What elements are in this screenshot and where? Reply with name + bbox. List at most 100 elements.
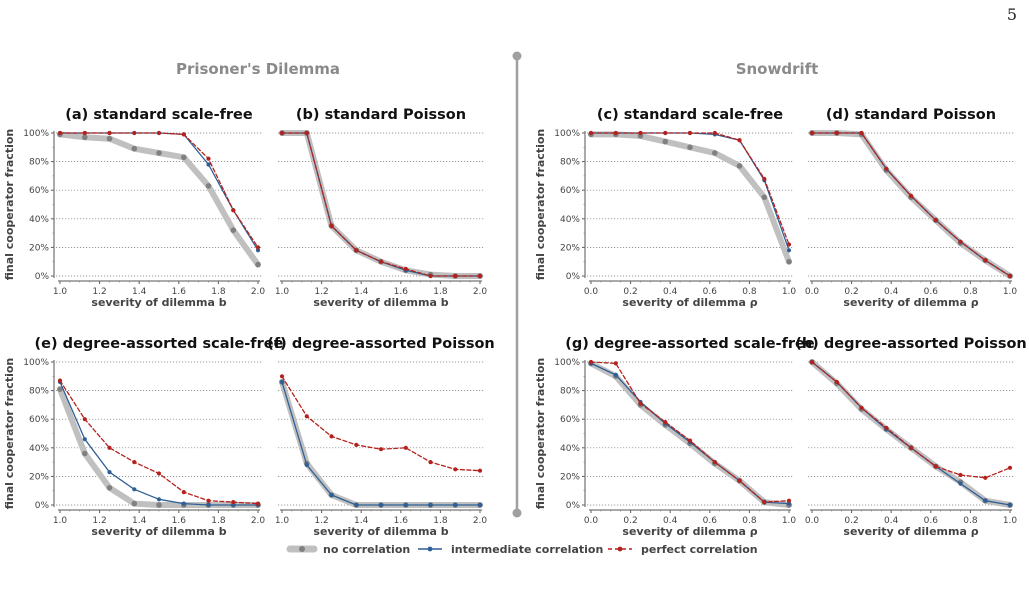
- data-point-perfect: [613, 130, 618, 136]
- x-tick-label: 1.8: [211, 516, 226, 526]
- x-tick-label: 2.0: [251, 516, 266, 526]
- series-line-none: [809, 359, 1013, 508]
- series-perfect: [57, 130, 261, 250]
- x-tick-label: 0.6: [703, 516, 718, 526]
- x-tick-label: 0.0: [584, 287, 599, 297]
- data-point-intermediate: [82, 437, 87, 442]
- data-point-perfect: [933, 464, 938, 469]
- x-tick-label: 1.6: [172, 287, 187, 297]
- data-point-perfect: [181, 132, 186, 137]
- y-tick-label: 20%: [29, 243, 49, 253]
- y-tick-label: 20%: [29, 472, 49, 482]
- data-point-intermediate: [403, 502, 408, 508]
- data-point-perfect: [588, 130, 594, 136]
- series-none: [809, 359, 1013, 508]
- x-axis-label: severity of dilemma ρ: [622, 296, 757, 309]
- x-axis-label: severity of dilemma b: [313, 525, 448, 538]
- data-point-perfect: [156, 130, 162, 136]
- data-point-perfect: [834, 130, 839, 136]
- data-point-perfect: [859, 405, 864, 410]
- data-point-perfect: [304, 130, 309, 136]
- x-tick-label: 1.2: [92, 287, 106, 297]
- y-tick-label: 60%: [560, 415, 580, 425]
- legend-marker-intermediate-correlation: [427, 546, 433, 552]
- page-number: 5: [1007, 5, 1017, 24]
- x-tick-label: 1.0: [275, 516, 290, 526]
- panel-title-h: (h) degree-assorted Poisson: [795, 336, 1027, 352]
- x-tick-label: 1.0: [1003, 287, 1018, 297]
- data-point-perfect: [231, 500, 236, 505]
- y-tick-label: 40%: [560, 444, 580, 454]
- data-point-perfect: [453, 273, 458, 279]
- series-line-perfect: [59, 379, 259, 505]
- data-point-perfect: [132, 130, 137, 136]
- panel-h: (h) degree-assorted Poisson 0.0 0.2 0.4 0.6 0…: [795, 336, 1027, 538]
- data-point-intermediate: [428, 502, 433, 508]
- data-point-perfect: [712, 460, 717, 465]
- data-point-none: [156, 502, 162, 508]
- data-point-none: [230, 227, 237, 233]
- data-point-none: [131, 145, 138, 152]
- data-point-intermediate: [181, 501, 186, 506]
- x-tick-label: 1.0: [782, 287, 797, 297]
- x-tick-label: 1.0: [782, 516, 797, 526]
- y-tick-label: 100%: [554, 358, 580, 368]
- data-point-perfect: [403, 266, 408, 271]
- x-tick-label: 1.8: [433, 516, 448, 526]
- y-tick-label: 100%: [554, 129, 580, 139]
- panel-title-c: (c) standard scale-free: [597, 107, 783, 123]
- data-point-none: [82, 450, 88, 457]
- series-line-none: [279, 130, 483, 279]
- data-point-perfect: [663, 130, 668, 136]
- data-point-none: [712, 150, 718, 156]
- data-point-none: [156, 150, 162, 156]
- data-point-intermediate: [958, 481, 963, 486]
- data-point-perfect: [354, 248, 359, 253]
- legend-item-perfect-correlation: perfect correlation: [608, 543, 758, 556]
- legend-label-perfect-correlation: perfect correlation: [641, 543, 758, 556]
- y-tick-label: 80%: [29, 158, 49, 168]
- data-point-intermediate: [786, 501, 792, 506]
- data-point-none: [736, 163, 743, 169]
- data-point-perfect: [477, 468, 483, 473]
- data-point-intermediate: [983, 498, 988, 503]
- x-axis-label: severity of dilemma b: [91, 296, 226, 309]
- data-point-perfect: [57, 378, 63, 383]
- x-tick-label: 1.0: [53, 516, 68, 526]
- legend: no correlation intermediate correlation …: [286, 543, 758, 556]
- x-axis-label: severity of dilemma ρ: [622, 525, 757, 538]
- data-point-none: [131, 500, 138, 507]
- x-tick-label: 1.2: [314, 287, 328, 297]
- data-point-intermediate: [132, 487, 137, 492]
- chart-panels: (a) standard scale-free 1.0 1.2 1.4 1.6 1.8 2.…: [3, 107, 1027, 538]
- x-tick-label: 0.6: [703, 287, 718, 297]
- x-tick-label: 1.8: [211, 287, 226, 297]
- series-line-none: [57, 386, 261, 508]
- data-point-perfect: [983, 475, 988, 480]
- data-point-intermediate: [206, 502, 211, 508]
- data-point-intermediate: [206, 162, 211, 167]
- data-point-intermediate: [453, 502, 458, 508]
- data-point-none: [786, 258, 792, 265]
- y-tick-label: 20%: [560, 243, 580, 253]
- series-line-intermediate: [281, 381, 481, 506]
- data-point-perfect: [428, 460, 433, 465]
- data-point-intermediate: [255, 248, 261, 253]
- data-point-perfect: [304, 414, 309, 419]
- x-tick-label: 1.0: [275, 287, 290, 297]
- series-intermediate: [57, 130, 261, 253]
- data-point-perfect: [477, 273, 483, 279]
- panel-title-f: (f) degree-assorted Poisson: [267, 336, 495, 352]
- x-axis-label: severity of dilemma ρ: [843, 296, 978, 309]
- series-line-none: [588, 360, 792, 508]
- y-tick-label: 60%: [29, 186, 49, 196]
- data-point-perfect: [859, 130, 864, 136]
- y-tick-label: 80%: [560, 387, 580, 397]
- data-point-perfect: [809, 359, 815, 365]
- data-point-perfect: [57, 130, 63, 136]
- y-tick-label: 20%: [560, 472, 580, 482]
- data-point-perfect: [762, 500, 767, 505]
- series-none: [588, 360, 792, 508]
- panel-title-d: (d) standard Poisson: [826, 107, 996, 123]
- y-axis-label: final cooperator fraction: [534, 129, 547, 280]
